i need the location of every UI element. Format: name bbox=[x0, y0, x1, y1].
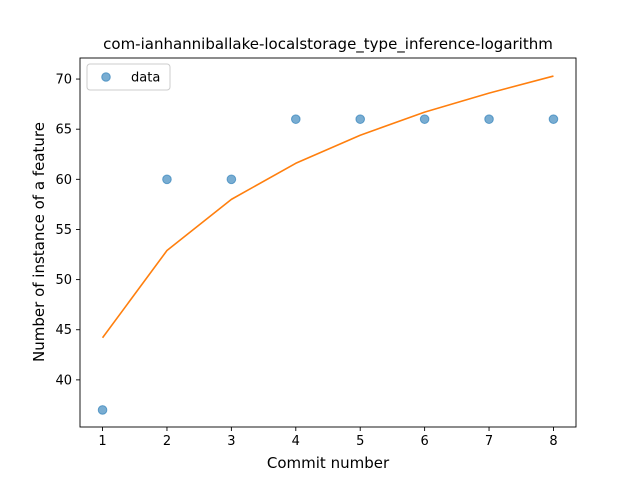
data-point bbox=[162, 174, 172, 185]
x-tick-label: 1 bbox=[98, 434, 106, 449]
x-axis-label: Commit number bbox=[267, 454, 390, 472]
data-point bbox=[226, 174, 237, 185]
y-tick-label: 65 bbox=[55, 123, 72, 138]
data-point bbox=[548, 114, 559, 124]
data-point bbox=[419, 114, 430, 124]
x-tick-label: 7 bbox=[485, 434, 493, 449]
data-point bbox=[97, 405, 108, 415]
y-tick-label: 60 bbox=[55, 173, 72, 188]
x-tick-label: 4 bbox=[292, 434, 300, 449]
y-tick-label: 40 bbox=[55, 373, 72, 388]
plot-frame bbox=[79, 57, 577, 428]
x-tick-label: 2 bbox=[163, 434, 171, 449]
x-tick-label: 8 bbox=[549, 434, 557, 449]
x-tick-label: 6 bbox=[420, 434, 428, 449]
y-axis-label: Number of instance of a feature bbox=[30, 122, 48, 362]
legend-marker bbox=[101, 72, 111, 82]
x-tick-label: 3 bbox=[227, 434, 235, 449]
y-tick-label: 55 bbox=[55, 223, 72, 238]
data-point bbox=[355, 114, 366, 124]
chart-title: com-ianhanniballake-localstorage_type_in… bbox=[103, 35, 553, 54]
y-tick-label: 45 bbox=[55, 323, 72, 338]
data-point bbox=[484, 114, 494, 124]
data-point bbox=[290, 114, 301, 124]
legend-label: data bbox=[131, 71, 160, 86]
y-tick-label: 50 bbox=[55, 273, 72, 288]
x-tick-label: 5 bbox=[356, 434, 364, 449]
legend: data bbox=[86, 63, 171, 91]
y-tick-label: 70 bbox=[55, 73, 72, 88]
fit-line bbox=[101, 75, 554, 339]
legend-box bbox=[86, 63, 171, 91]
